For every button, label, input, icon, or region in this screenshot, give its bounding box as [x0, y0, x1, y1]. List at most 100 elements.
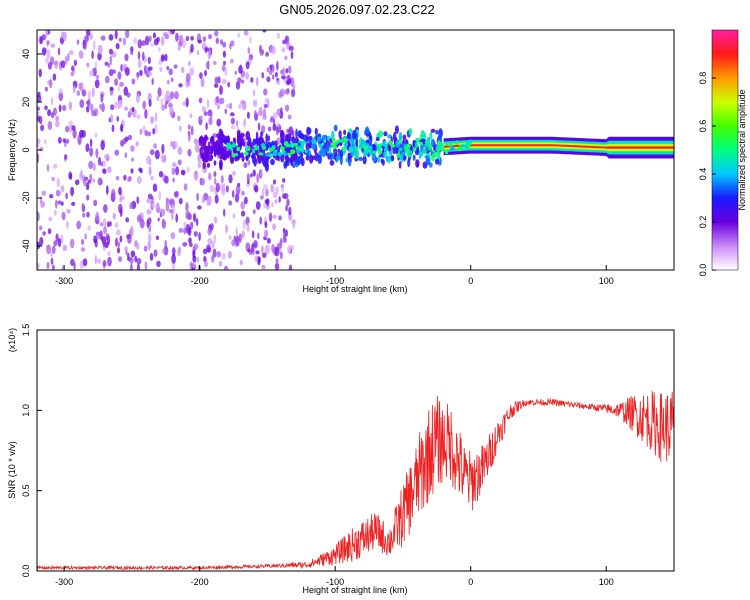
noise-speck: [204, 69, 207, 77]
peak-blob: [272, 151, 278, 157]
noise-speck: [193, 173, 199, 182]
noise-speck: [62, 31, 67, 42]
peak-blob: [311, 139, 317, 144]
noise-speck: [288, 65, 292, 74]
peak-blob: [377, 145, 382, 150]
noise-speck: [100, 161, 104, 167]
noise-speck: [274, 262, 280, 270]
band-blob: [365, 139, 370, 144]
noise-speck: [171, 162, 177, 168]
noise-speck: [180, 169, 186, 176]
noise-speck: [120, 123, 124, 133]
noise-speck: [183, 221, 187, 229]
noise-speck: [228, 235, 232, 240]
noise-speck: [118, 203, 123, 214]
noise-speck: [276, 122, 280, 128]
noise-speck: [37, 211, 40, 222]
noise-speck: [100, 35, 106, 41]
noise-speck: [260, 171, 263, 177]
noise-speck: [139, 168, 143, 174]
colorbar-tick-label: 0.0: [698, 264, 708, 277]
noise-speck: [175, 32, 179, 42]
noise-speck: [253, 240, 258, 249]
noise-speck: [226, 185, 229, 193]
noise-speck: [147, 233, 152, 243]
band-blob: [201, 137, 207, 148]
noise-speck: [71, 125, 76, 131]
noise-speck: [80, 247, 86, 252]
noise-speck: [204, 47, 210, 52]
noise-speck: [153, 249, 158, 257]
noise-speck: [70, 258, 75, 266]
noise-speck: [190, 125, 194, 136]
noise-speck: [263, 202, 267, 209]
band-blob: [267, 135, 270, 142]
noise-speck: [266, 76, 271, 83]
noise-speck: [159, 66, 162, 73]
spectrogram-x-ticks: -300 -200 -100 0 100: [55, 265, 614, 286]
noise-speck: [207, 228, 212, 236]
band-blob: [387, 158, 391, 164]
band-blob: [255, 131, 259, 141]
noise-speck: [135, 93, 140, 104]
noise-speck: [281, 75, 286, 80]
noise-speck: [156, 36, 160, 43]
noise-speck: [114, 101, 118, 109]
band-blob: [210, 135, 215, 143]
noise-speck: [169, 91, 175, 100]
noise-speck: [110, 104, 115, 111]
noise-speck: [104, 75, 110, 84]
noise-speck: [81, 89, 87, 97]
peak-blob: [296, 149, 301, 154]
noise-speck: [76, 90, 81, 97]
noise-speck: [235, 227, 239, 237]
snr-series-line: [37, 391, 674, 571]
noise-speck: [206, 244, 211, 253]
peak-blob: [456, 147, 461, 152]
band-blob: [343, 129, 347, 136]
noise-speck: [45, 30, 49, 38]
noise-speck: [148, 99, 152, 107]
noise-speck: [147, 217, 152, 225]
noise-speck: [94, 132, 98, 138]
noise-speck: [242, 219, 246, 230]
noise-speck: [243, 30, 249, 36]
noise-speck: [114, 78, 119, 86]
noise-speck: [279, 240, 283, 249]
noise-speck: [167, 79, 170, 85]
noise-speck: [213, 171, 217, 178]
noise-speck: [82, 39, 86, 50]
noise-speck: [228, 200, 233, 206]
band-blob: [234, 156, 238, 162]
band-blob: [265, 133, 269, 144]
noise-speck: [261, 72, 265, 79]
noise-speck: [282, 178, 286, 183]
noise-speck: [130, 168, 134, 174]
noise-speck: [222, 41, 227, 48]
peak-blob: [283, 152, 287, 156]
peak-blob: [287, 152, 292, 157]
snr-plot-area: [37, 330, 674, 571]
noise-speck: [102, 260, 107, 267]
noise-speck: [192, 255, 197, 263]
noise-speck: [193, 138, 199, 145]
noise-speck: [188, 60, 191, 67]
peak-blob: [390, 144, 396, 148]
peak-blob: [418, 141, 423, 145]
snr-x-ticks: -300 -200 -100 0 100: [55, 566, 614, 587]
noise-speck: [155, 235, 159, 240]
noise-speck: [39, 147, 44, 152]
noise-speck: [183, 227, 187, 235]
band-blob: [355, 137, 359, 148]
peak-blob: [286, 143, 291, 148]
peak-blob: [236, 146, 241, 152]
noise-speck: [99, 103, 102, 110]
noise-speck: [237, 32, 241, 38]
noise-speck: [247, 47, 251, 55]
noise-speck: [53, 240, 58, 247]
noise-speck: [155, 202, 160, 213]
noise-speck: [93, 199, 98, 207]
band-blob: [248, 136, 252, 147]
noise-speck: [274, 72, 278, 78]
